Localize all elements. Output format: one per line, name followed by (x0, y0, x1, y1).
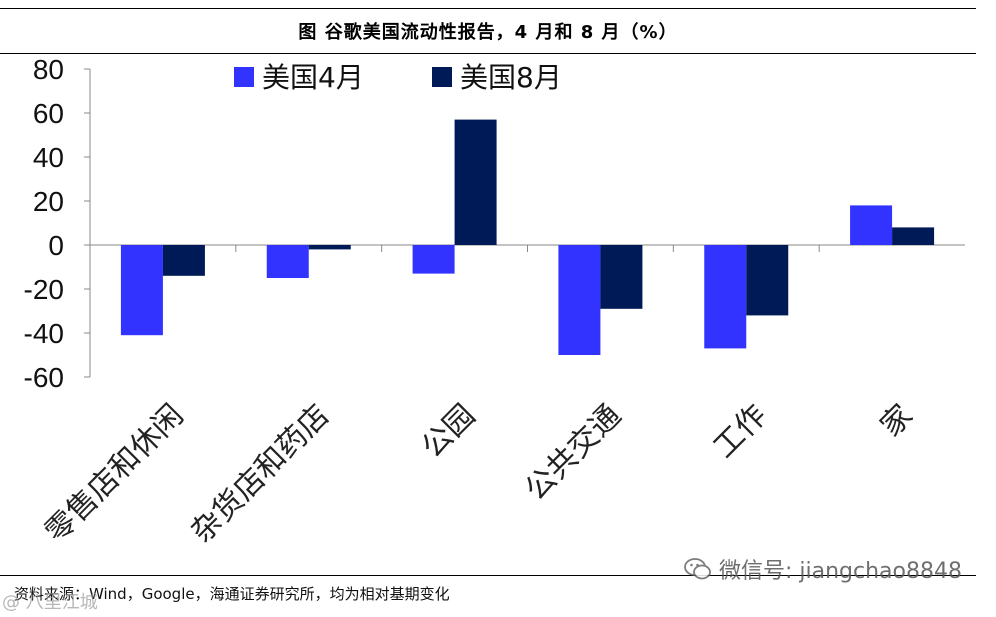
watermark-text: 微信号: jiangchao8848 (719, 559, 962, 584)
bar-april (412, 245, 455, 274)
bar-april (850, 205, 893, 245)
chart-title: 图 谷歌美国流动性报告，4 月和 8 月（%） (0, 8, 976, 54)
legend-swatch (432, 67, 452, 87)
x-category-label: 公园 (415, 398, 482, 465)
legend-swatch (234, 67, 254, 87)
bar-august (892, 227, 935, 245)
y-tick-label: -60 (24, 362, 64, 393)
x-category-label: 杂货店和药店 (184, 398, 336, 550)
bar-april (704, 245, 747, 349)
x-category-label: 工作 (707, 398, 774, 465)
chart-container: 80 60 40 20 0 -20 -40 -60 零售店和休闲 杂货店和药店 公园 公共交通 工作 家 美… (0, 54, 976, 575)
y-tick-label: -40 (24, 318, 64, 349)
y-tick-label: 60 (33, 98, 64, 129)
footer-divider (0, 575, 976, 576)
wechat-icon (684, 558, 711, 580)
source-note: 资料来源：Wind，Google，海通证券研究所，均为相对基期变化 (14, 585, 450, 603)
x-category-label: 家 (874, 398, 920, 444)
bar-august (308, 245, 351, 250)
bar-august (454, 119, 497, 245)
chart-title-text: 图 谷歌美国流动性报告，4 月和 8 月（%） (298, 22, 678, 43)
y-tick-label: 40 (33, 142, 64, 173)
y-tick-label: 20 (33, 186, 64, 217)
watermark: 微信号: jiangchao8848 (683, 553, 962, 585)
x-category-label: 公共交通 (518, 398, 628, 508)
x-category-label: 零售店和休闲 (39, 398, 191, 550)
watermark-left: @ 八里江城 (2, 592, 98, 613)
y-tick-label: 0 (48, 230, 64, 261)
bar-august (162, 245, 205, 276)
legend-label: 美国8月 (460, 61, 562, 94)
bar-april (558, 245, 601, 355)
y-tick-label: -20 (24, 274, 64, 305)
bar-august (746, 245, 789, 316)
legend-label: 美国4月 (262, 61, 364, 94)
y-tick-label: 80 (33, 55, 64, 85)
bar-april (266, 245, 309, 278)
bar-april (120, 245, 163, 336)
bar-august (600, 245, 643, 309)
